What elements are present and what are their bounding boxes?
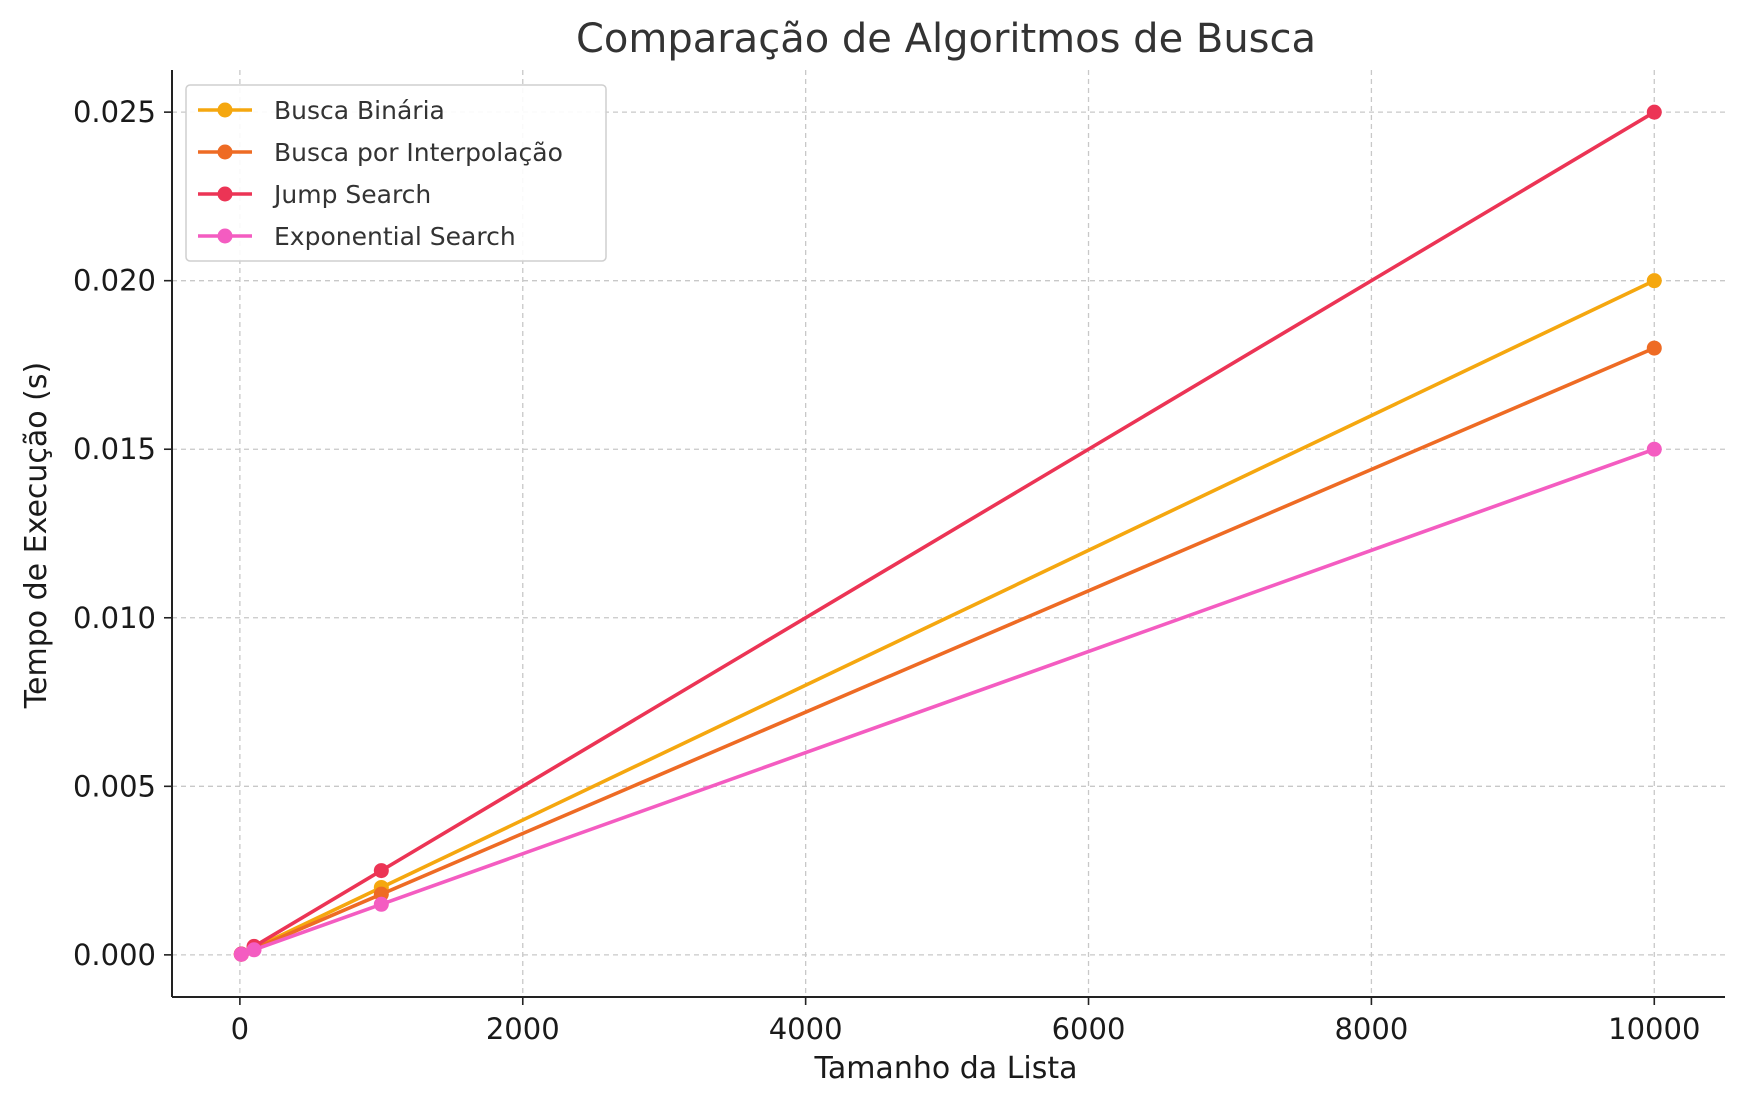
- legend-item: Exponential Search: [198, 222, 516, 251]
- y-tick-label: 0.025: [73, 95, 156, 129]
- legend-label: Busca por Interpolação: [274, 138, 563, 167]
- series-lines: [233, 104, 1662, 962]
- data-point: [1646, 273, 1662, 289]
- y-tick-label: 0.010: [73, 601, 156, 635]
- data-point: [1646, 104, 1662, 120]
- legend-item: Jump Search: [198, 180, 431, 209]
- series-line: [239, 447, 1657, 957]
- x-tick-label: 6000: [1052, 1012, 1126, 1046]
- x-tick-label: 10000: [1608, 1012, 1700, 1046]
- series-busca-por-interpolacao: [233, 340, 1662, 962]
- x-tick-label: 8000: [1334, 1012, 1408, 1046]
- series-busca-binaria: [233, 273, 1662, 962]
- axis-ticks: 0 2000 4000 6000 8000 10000 0.000 0.005 0.010 0.0…: [73, 95, 1700, 1046]
- data-point: [233, 946, 249, 962]
- data-point: [1646, 340, 1662, 356]
- x-tick-label: 4000: [769, 1012, 843, 1046]
- x-tick-label: 2000: [486, 1012, 560, 1046]
- chart-title: Comparação de Algoritmos de Busca: [576, 16, 1316, 62]
- y-tick-label: 0.000: [73, 938, 156, 972]
- data-point: [246, 942, 262, 958]
- series-line: [239, 346, 1657, 957]
- data-point: [1646, 441, 1662, 457]
- y-tick-label: 0.005: [73, 769, 156, 803]
- legend-label: Jump Search: [272, 180, 431, 209]
- y-tick-label: 0.015: [73, 432, 156, 466]
- legend-marker: [217, 228, 233, 244]
- legend-label: Exponential Search: [274, 222, 516, 251]
- x-tick-label: 0: [231, 1012, 249, 1046]
- axes: [171, 70, 1725, 998]
- y-tick-label: 0.020: [73, 264, 156, 298]
- legend-marker: [217, 102, 233, 118]
- legend-item: Busca Binária: [198, 96, 445, 125]
- x-axis-label: Tamanho da Lista: [813, 1051, 1077, 1086]
- series-exponential-search: [233, 441, 1662, 962]
- data-point: [373, 863, 389, 879]
- legend-marker: [217, 144, 233, 160]
- legend: Busca Binária Busca por Interpolação Jump …: [185, 84, 607, 262]
- legend-marker: [217, 186, 233, 202]
- legend-item: Busca por Interpolação: [198, 138, 563, 167]
- legend-box: [185, 84, 607, 262]
- data-point: [373, 896, 389, 912]
- y-axis-label: Tempo de Execução (s): [19, 362, 54, 709]
- legend-label: Busca Binária: [274, 96, 445, 125]
